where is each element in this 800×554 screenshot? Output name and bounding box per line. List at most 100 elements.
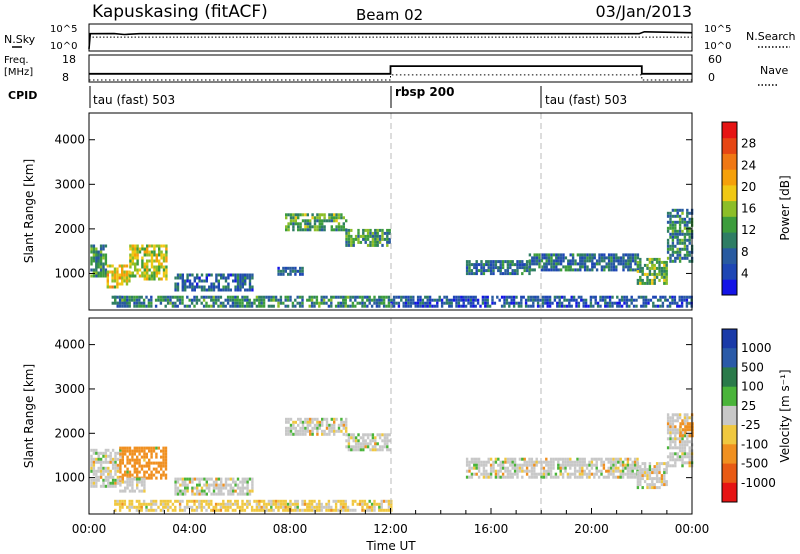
- velocity-cell: [200, 508, 203, 512]
- power-cell: [153, 244, 156, 248]
- velocity-cell: [655, 465, 659, 469]
- power-cell: [448, 304, 451, 308]
- power-cell: [392, 301, 396, 305]
- power-cell: [162, 295, 165, 299]
- velocity-cell: [104, 460, 108, 464]
- power-cell: [421, 298, 425, 302]
- power-cell: [316, 228, 319, 232]
- velocity-cell: [220, 477, 223, 481]
- power-cell: [158, 259, 161, 263]
- power-cell: [366, 228, 370, 232]
- velocity-cell: [164, 452, 168, 456]
- velocity-cell: [145, 446, 148, 450]
- velocity-cell: [92, 457, 96, 461]
- power-cell: [598, 256, 601, 260]
- velocity-cell: [90, 466, 93, 470]
- velocity-cell: [174, 499, 177, 503]
- velocity-cell: [121, 499, 124, 503]
- velocity-cell: [205, 477, 208, 481]
- velocity-cell: [102, 478, 105, 482]
- power-cell: [383, 231, 387, 235]
- power-cell: [366, 298, 369, 302]
- power-cell: [569, 262, 572, 266]
- power-cell: [674, 220, 677, 224]
- power-cell: [136, 247, 139, 251]
- power-cell: [366, 243, 370, 247]
- power-cell: [646, 281, 649, 285]
- power-cell: [624, 253, 628, 257]
- velocity-cell: [124, 473, 127, 477]
- power-cell: [313, 295, 316, 299]
- velocity-cell: [597, 469, 601, 473]
- velocity-cell: [243, 502, 247, 506]
- velocity-cell: [193, 492, 196, 496]
- velocity-cell: [133, 458, 136, 462]
- velocity-cell: [186, 489, 189, 493]
- power-cell: [294, 272, 297, 276]
- power-cell: [555, 265, 558, 269]
- power-cell: [616, 301, 619, 305]
- velocity-cell: [477, 460, 481, 464]
- velocity-cell: [354, 508, 357, 512]
- velocity-cell: [205, 480, 208, 484]
- velocity-cell: [306, 423, 309, 427]
- velocity-cell: [150, 473, 153, 477]
- power-cell: [291, 304, 295, 308]
- velocity-cell: [188, 499, 191, 503]
- velocity-cell: [107, 466, 110, 470]
- power-cell: [426, 298, 429, 302]
- velocity-cell: [688, 416, 691, 420]
- velocity-cell: [366, 502, 369, 506]
- power-cell: [445, 295, 449, 299]
- velocity-cell: [114, 502, 117, 506]
- velocity-cell: [200, 505, 203, 509]
- velocity-cell: [157, 461, 160, 465]
- velocity-cell: [121, 461, 124, 465]
- power-cell: [244, 288, 247, 292]
- power-cell: [116, 304, 119, 308]
- velocity-cell: [571, 463, 574, 467]
- power-cell: [198, 285, 201, 289]
- power-cell: [666, 304, 669, 308]
- velocity-cell: [666, 419, 670, 423]
- power-cell: [244, 273, 247, 277]
- power-cell: [186, 279, 189, 283]
- velocity-cell: [210, 508, 213, 512]
- power-cell: [592, 304, 595, 308]
- velocity-cell: [485, 472, 488, 476]
- power-cell: [506, 269, 510, 273]
- x-tick-label: 08:00: [273, 522, 308, 536]
- power-cell: [202, 295, 206, 299]
- velocity-cell: [133, 505, 136, 509]
- velocity-cell: [169, 499, 172, 503]
- velocity-cell: [232, 492, 235, 496]
- power-cell: [239, 273, 242, 277]
- velocity-cell: [164, 473, 168, 477]
- velocity-cell: [671, 425, 675, 429]
- velocity-cell: [152, 473, 156, 477]
- power-cell: [686, 238, 689, 242]
- velocity-cell: [140, 477, 144, 481]
- power-cell: [550, 265, 553, 269]
- velocity-cell: [671, 446, 675, 450]
- velocity-cell: [313, 423, 317, 427]
- power-cell: [346, 295, 350, 299]
- power-cell: [145, 304, 148, 308]
- power-cell: [666, 211, 670, 215]
- velocity-cell: [354, 448, 358, 452]
- power-cell: [671, 298, 674, 302]
- velocity-cell: [90, 484, 93, 488]
- power-cell: [306, 225, 309, 229]
- velocity-cell: [669, 434, 672, 438]
- velocity-cell: [612, 463, 615, 467]
- power-cell: [340, 213, 343, 217]
- velocity-cell: [681, 455, 684, 459]
- power-cell: [205, 301, 208, 305]
- power-cell: [575, 304, 578, 308]
- power-cell: [284, 295, 287, 299]
- power-cell: [294, 269, 297, 273]
- velocity-cell: [352, 439, 355, 443]
- velocity-cell: [309, 423, 312, 427]
- power-cell: [671, 214, 675, 218]
- velocity-cell: [387, 508, 391, 512]
